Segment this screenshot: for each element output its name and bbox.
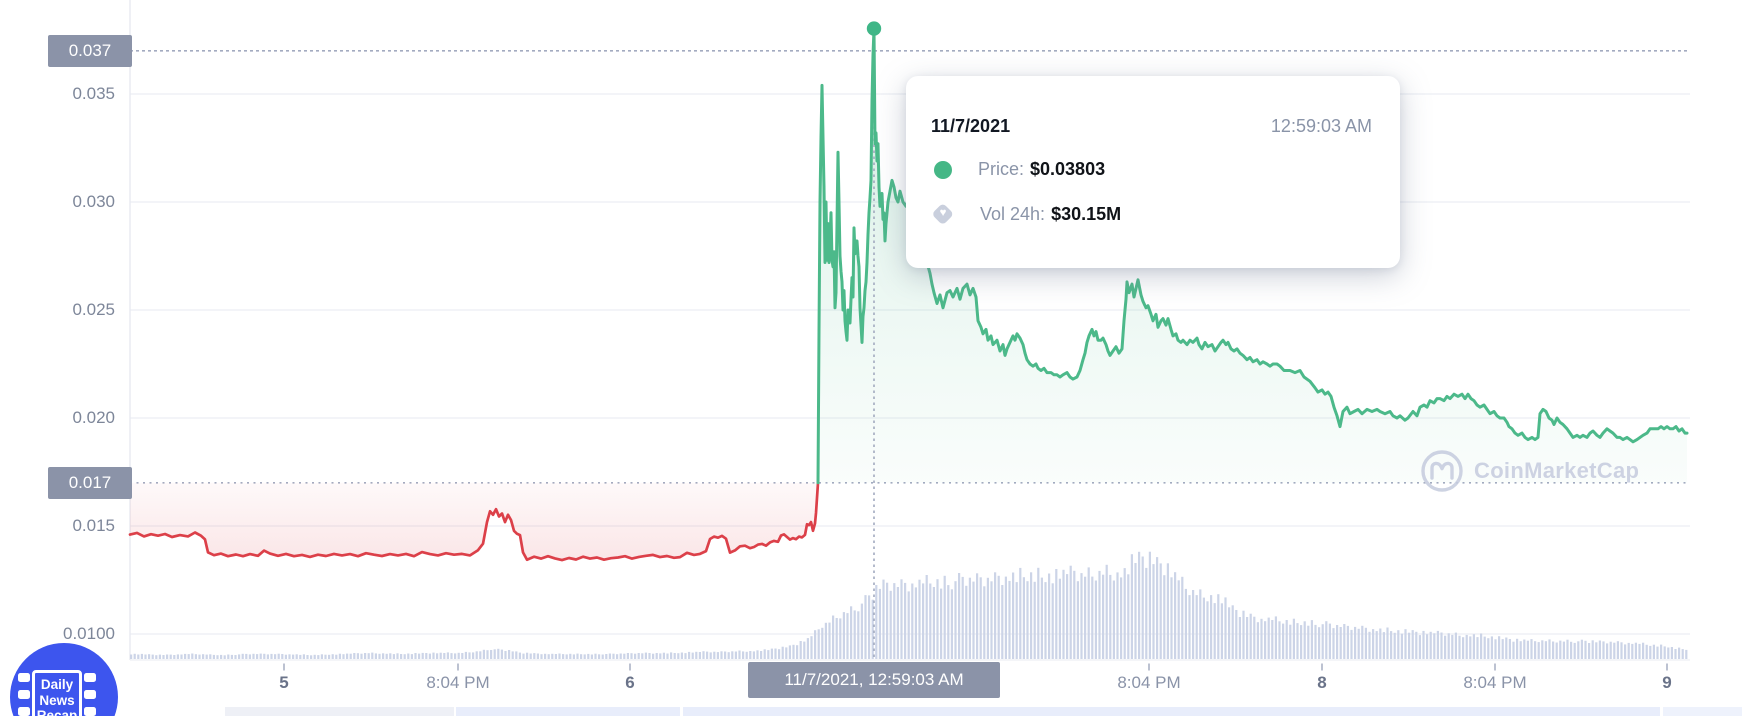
x-axis-label: 5	[279, 673, 289, 692]
price-label: Price:	[978, 159, 1025, 179]
x-axis-label: 9	[1662, 673, 1672, 692]
y-axis-label: 0.0100	[63, 624, 115, 643]
film-sprocket-icon	[84, 673, 96, 682]
film-sprocket-icon	[84, 690, 96, 699]
coinmarketcap-watermark: CoinMarketCap	[1419, 448, 1639, 494]
logo-text-line: Recap	[36, 708, 78, 716]
y-axis-label: 0.015	[72, 516, 115, 535]
tooltip-date: 11/7/2021	[931, 116, 1011, 136]
film-sprocket-icon	[84, 707, 96, 716]
logo-text-line: News	[39, 692, 75, 708]
x-axis-label: 8:04 PM	[1117, 673, 1181, 692]
area-fill-down	[130, 482, 818, 561]
film-sprocket-icon	[18, 673, 30, 682]
hovered-point-marker	[866, 21, 882, 36]
price-dot-icon	[934, 160, 952, 179]
logo-text-line: Daily	[40, 677, 74, 692]
price-value: $0.03803	[1030, 159, 1106, 179]
film-sprocket-icon	[18, 690, 30, 699]
y-axis-badge: 0.037	[48, 34, 132, 67]
watermark-text: CoinMarketCap	[1474, 458, 1640, 483]
chart-tooltip: 11/7/2021 12:59:03 AM Price: $0.03803 Vo…	[906, 76, 1400, 268]
volume-value: $30.15M	[1051, 203, 1122, 224]
tooltip-time: 12:59:03 AM	[1270, 116, 1372, 136]
volume-label: Vol 24h:	[980, 203, 1046, 224]
range-selector-segment[interactable]	[225, 707, 454, 716]
tooltip-price-row: Price: $0.03803	[934, 159, 1105, 180]
volume-shield-heart-icon	[932, 203, 954, 225]
y-axis-label: 0.025	[72, 300, 115, 319]
x-axis-label: 8	[1317, 673, 1327, 692]
volume-bars	[130, 551, 1688, 659]
x-axis-label: 8:04 PM	[1463, 673, 1527, 692]
y-axis-label: 0.020	[72, 408, 115, 427]
range-selector-segment[interactable]	[683, 707, 1660, 716]
y-axis-label: 0.030	[72, 192, 115, 211]
y-axis-badge: 0.017	[48, 466, 132, 499]
range-selector-segment[interactable]	[1663, 707, 1742, 716]
tooltip-volume-row: Vol 24h: $30.15M	[932, 203, 1122, 225]
y-axis-label: 0.035	[72, 84, 115, 103]
x-axis-label: 8:04 PM	[426, 673, 490, 692]
price-line-down	[128, 481, 820, 562]
x-axis-label: 6	[625, 673, 635, 692]
film-strip-icon: Daily News Recap	[32, 670, 82, 716]
range-selector-segment[interactable]	[456, 707, 680, 716]
area-fill-up	[818, 28, 1687, 483]
film-sprocket-icon	[18, 707, 30, 716]
x-axis-date-badge: 11/7/2021, 12:59:03 AM	[748, 662, 1000, 698]
price-line-up	[816, 27, 1689, 485]
coinmarketcap-logo-icon	[1421, 450, 1463, 492]
